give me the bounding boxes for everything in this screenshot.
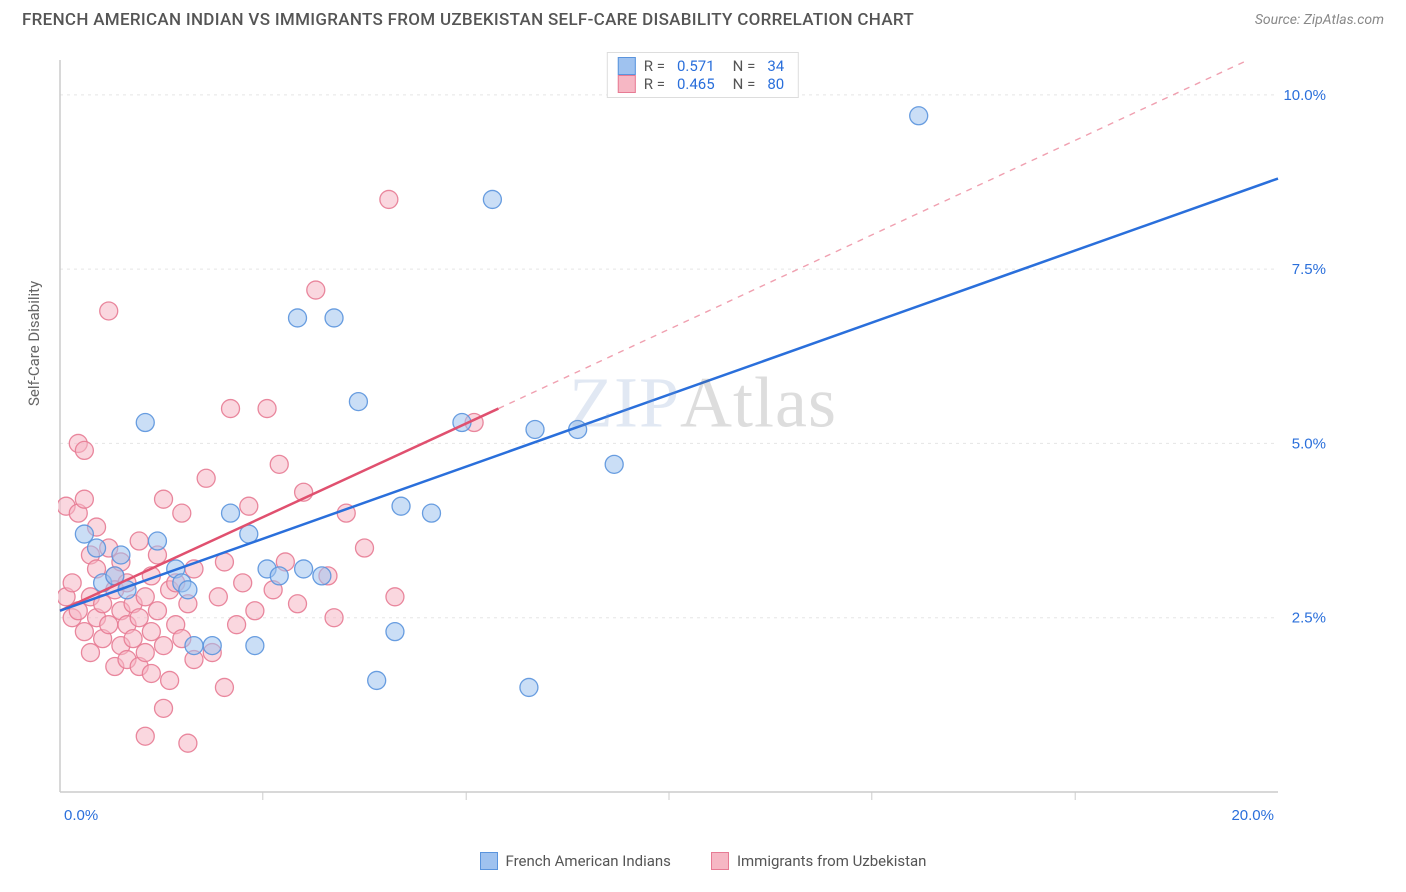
data-point [88,539,106,557]
data-point [246,637,264,655]
regression-line [60,179,1278,611]
data-point [130,532,148,550]
data-point [313,567,331,585]
data-point [422,504,440,522]
data-point [483,190,501,208]
legend-swatch [618,75,636,93]
data-point [197,469,215,487]
data-point [161,671,179,689]
data-point [295,560,313,578]
data-point [155,490,173,508]
y-axis-label: Self-Care Disability [25,281,43,406]
data-point [75,490,93,508]
data-point [289,595,307,613]
legend-row: R = 0.465N = 80 [618,75,788,93]
source-label: Source: ZipAtlas.com [1255,12,1384,28]
data-point [234,574,252,592]
data-point [136,414,154,432]
legend-series: French American Indians Immigrants from U… [58,852,1348,870]
data-point [228,616,246,634]
data-point [112,546,130,564]
legend-item: Immigrants from Uzbekistan [711,852,927,870]
svg-text:7.5%: 7.5% [1292,261,1326,278]
svg-text:0.0%: 0.0% [64,807,98,824]
data-point [910,107,928,125]
data-point [307,281,325,299]
legend-label: French American Indians [506,852,671,870]
data-point [392,497,410,515]
data-point [386,623,404,641]
data-point [136,727,154,745]
data-point [75,441,93,459]
chart-title: FRENCH AMERICAN INDIAN VS IMMIGRANTS FRO… [22,10,914,30]
data-point [63,574,81,592]
data-point [386,588,404,606]
data-point [270,455,288,473]
data-point [289,309,307,327]
legend-swatch [618,57,636,75]
data-point [203,637,221,655]
data-point [148,532,166,550]
svg-text:2.5%: 2.5% [1292,610,1326,627]
data-point [148,602,166,620]
data-point [136,644,154,662]
legend-swatch [711,852,729,870]
data-point [179,581,197,599]
data-point [179,734,197,752]
legend-swatch [480,852,498,870]
data-point [380,190,398,208]
regression-line [498,60,1248,409]
data-point [155,699,173,717]
data-point [325,309,343,327]
data-point [258,400,276,418]
legend-label: Immigrants from Uzbekistan [737,852,927,870]
data-point [240,497,258,515]
data-point [173,504,191,522]
svg-text:10.0%: 10.0% [1283,87,1326,104]
data-point [100,302,118,320]
scatter-chart-svg: 2.5% 5.0% 7.5% 10.0% 0.0% 20.0% [58,52,1348,832]
data-point [605,455,623,473]
data-point [185,637,203,655]
data-point [349,393,367,411]
legend-item: French American Indians [480,852,671,870]
svg-text:20.0%: 20.0% [1231,807,1274,824]
data-point [215,678,233,696]
svg-text:5.0%: 5.0% [1292,435,1326,452]
data-point [356,539,374,557]
data-point [222,400,240,418]
legend-row: R = 0.571N = 34 [618,57,788,75]
data-point [325,609,343,627]
data-point [520,678,538,696]
chart-area: 2.5%5.0%7.5%10.0%0.0%20.0% ZIPAtlas R = … [58,52,1348,832]
data-point [246,602,264,620]
data-point [222,504,240,522]
data-point [270,567,288,585]
data-point [368,671,386,689]
data-point [155,637,173,655]
data-point [209,588,227,606]
data-point [142,664,160,682]
legend-correlation: R = 0.571N = 34R = 0.465N = 80 [607,52,799,98]
data-point [526,420,544,438]
